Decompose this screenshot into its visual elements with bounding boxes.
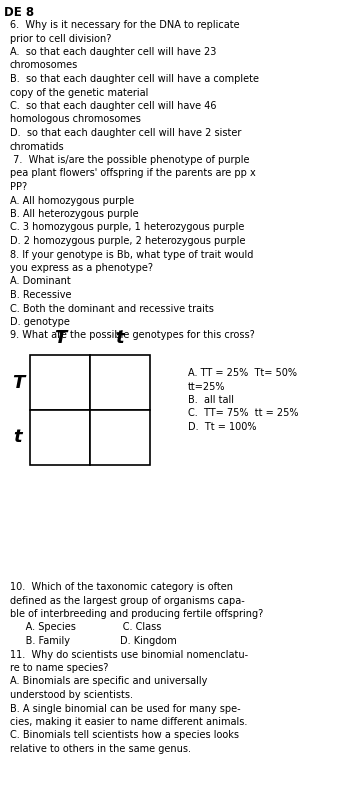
Text: understood by scientists.: understood by scientists. [10,690,133,700]
Text: 11.  Why do scientists use binomial nomenclatu-: 11. Why do scientists use binomial nomen… [10,649,248,660]
Text: 9. What are the possible genotypes for this cross?: 9. What are the possible genotypes for t… [10,331,255,341]
Text: C.  so that each daughter cell will have 46: C. so that each daughter cell will have … [10,101,217,111]
Text: A. Dominant: A. Dominant [10,276,71,286]
Bar [30,355,90,410]
Text: A. All homozygous purple: A. All homozygous purple [10,195,134,205]
Text: prior to cell division?: prior to cell division? [10,34,111,43]
Text: B. Recessive: B. Recessive [10,290,71,300]
Bar [90,410,150,465]
Text: B.  so that each daughter cell will have a complete: B. so that each daughter cell will have … [10,74,259,84]
Text: 7.  What is/are the possible phenotype of purple: 7. What is/are the possible phenotype of… [10,155,250,165]
Text: D. 2 homozygous purple, 2 heterozygous purple: D. 2 homozygous purple, 2 heterozygous p… [10,236,245,246]
Text: ble of interbreeding and producing fertile offspring?: ble of interbreeding and producing ferti… [10,609,263,619]
Text: B. All heterozygous purple: B. All heterozygous purple [10,209,139,219]
Text: D.  Tt = 100%: D. Tt = 100% [188,422,257,432]
Text: D. genotype: D. genotype [10,317,70,327]
Text: t: t [14,428,22,446]
Text: cies, making it easier to name different animals.: cies, making it easier to name different… [10,717,247,727]
Text: t: t [116,329,124,347]
Text: chromatids: chromatids [10,142,65,152]
Text: PP?: PP? [10,182,27,192]
Text: 8. If your genotype is Bb, what type of trait would: 8. If your genotype is Bb, what type of … [10,249,253,260]
Text: 10.  Which of the taxonomic category is often: 10. Which of the taxonomic category is o… [10,582,233,592]
Text: A. Species               C. Class: A. Species C. Class [10,623,161,633]
Text: A. Binomials are specific and universally: A. Binomials are specific and universall… [10,677,207,686]
Text: chromosomes: chromosomes [10,61,78,71]
Text: A. TT = 25%  Tt= 50%: A. TT = 25% Tt= 50% [188,368,297,378]
Text: C. Binomials tell scientists how a species looks: C. Binomials tell scientists how a speci… [10,730,239,741]
Text: homologous chromosomes: homologous chromosomes [10,114,141,124]
Bar [90,355,150,410]
Text: D.  so that each daughter cell will have 2 sister: D. so that each daughter cell will have … [10,128,241,138]
Text: B. Family                D. Kingdom: B. Family D. Kingdom [10,636,177,646]
Text: pea plant flowers' offspring if the parents are pp x: pea plant flowers' offspring if the pare… [10,168,256,179]
Text: B. A single binomial can be used for many spe-: B. A single binomial can be used for man… [10,704,241,714]
Text: C. Both the dominant and recessive traits: C. Both the dominant and recessive trait… [10,304,214,313]
Text: 6.  Why is it necessary for the DNA to replicate: 6. Why is it necessary for the DNA to re… [10,20,240,30]
Text: T: T [54,329,66,347]
Text: C. 3 homozygous purple, 1 heterozygous purple: C. 3 homozygous purple, 1 heterozygous p… [10,223,244,232]
Text: re to name species?: re to name species? [10,663,108,673]
Text: you express as a phenotype?: you express as a phenotype? [10,263,153,273]
Text: B.  all tall: B. all tall [188,395,234,405]
Text: DE 8: DE 8 [4,6,34,19]
Bar [30,410,90,465]
Text: A.  so that each daughter cell will have 23: A. so that each daughter cell will have … [10,47,216,57]
Text: tt=25%: tt=25% [188,382,225,391]
Text: copy of the genetic material: copy of the genetic material [10,87,148,98]
Text: relative to others in the same genus.: relative to others in the same genus. [10,744,191,754]
Text: C.  TT= 75%  tt = 25%: C. TT= 75% tt = 25% [188,408,299,419]
Text: defined as the largest group of organisms capa-: defined as the largest group of organism… [10,596,245,605]
Text: T: T [12,374,24,391]
